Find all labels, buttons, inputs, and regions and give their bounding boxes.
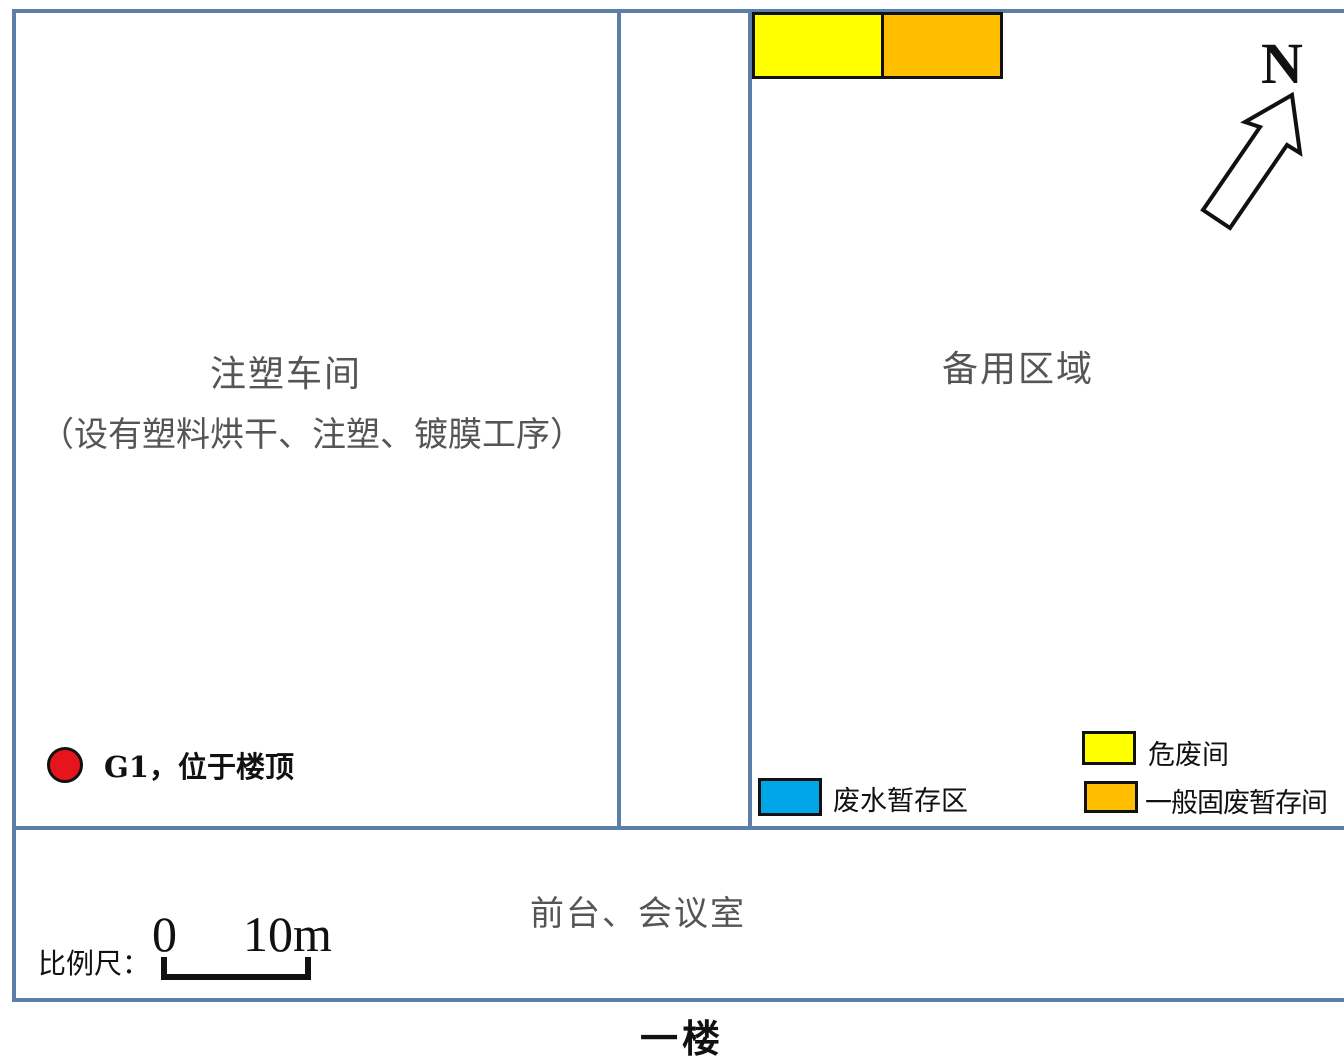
scale-distance-label: 10m (243, 906, 332, 962)
north-arrow-icon (1200, 91, 1303, 231)
legend-label-hazardous-waste: 危废间 (1148, 740, 1229, 771)
reserve-area-name: 备用区域 (942, 349, 1095, 390)
outer-wall-top (12, 9, 1344, 13)
north-label: N (1261, 31, 1303, 96)
legend-swatch-hazardous-waste (1082, 731, 1136, 765)
wall-vertical-1 (617, 9, 621, 830)
outer-wall-left (12, 9, 16, 1002)
north-compass: N (1195, 30, 1325, 235)
scale-bar (161, 957, 311, 980)
hazardous-waste-room (752, 12, 884, 79)
monitoring-point-g1: G1，位于楼顶 (47, 745, 294, 785)
legend-label-general-solid-waste: 一般固废暂存间 (1145, 788, 1328, 819)
outer-wall-bottom (12, 998, 1344, 1002)
legend-label-wastewater: 废水暂存区 (833, 786, 968, 817)
injection-workshop-note: （设有塑料烘干、注塑、镀膜工序） (40, 415, 584, 455)
red-dot-icon (47, 747, 83, 783)
wall-vertical-2 (748, 9, 752, 830)
floor-label: 一楼 (640, 1016, 725, 1061)
general-solid-waste-room (881, 12, 1003, 79)
legend-swatch-wastewater (758, 778, 822, 816)
monitoring-point-label: G1，位于楼顶 (104, 750, 294, 784)
scale-zero-label: 0 (152, 906, 177, 962)
wall-horizontal-middle (12, 826, 1344, 830)
front-desk-name: 前台、会议室 (530, 894, 746, 934)
legend-swatch-general-solid-waste (1084, 781, 1138, 813)
injection-workshop-name: 注塑车间 (210, 354, 363, 395)
scale-label: 比例尺： (38, 947, 151, 980)
